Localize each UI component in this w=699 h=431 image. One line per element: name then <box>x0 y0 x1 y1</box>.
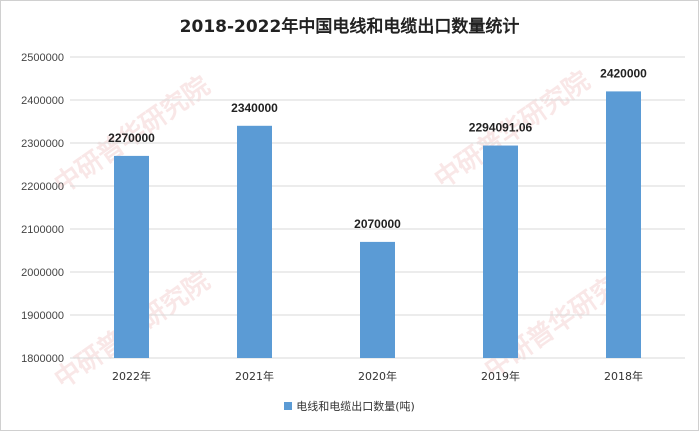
x-category-label: 2019年 <box>481 369 520 383</box>
x-category-label: 2020年 <box>358 369 397 383</box>
x-category-label: 2022年 <box>112 369 151 383</box>
bars <box>114 91 641 359</box>
chart-title: 2018-2022年中国电线和电缆出口数量统计 <box>179 17 520 37</box>
y-axis-ticks: 1800000 1900000 2000000 2100000 2200000 23000… <box>21 52 64 365</box>
bar <box>360 241 395 358</box>
y-tick-label: 2100000 <box>21 224 64 236</box>
data-label: 2340000 <box>231 101 278 115</box>
x-axis-categories: 2022年 2021年 2020年 2019年 2018年 <box>112 369 643 383</box>
data-labels: 2270000 2340000 2070000 2294091.06 2420000 <box>108 66 647 231</box>
legend-swatch <box>284 402 293 410</box>
y-tick-label: 1800000 <box>21 353 64 365</box>
legend: 电线和电缆出口数量(吨) <box>0 398 699 414</box>
y-tick-label: 2300000 <box>21 138 64 150</box>
data-label: 2070000 <box>354 217 401 231</box>
y-tick-label: 2200000 <box>21 181 64 193</box>
x-category-label: 2018年 <box>604 369 643 383</box>
data-label: 2294091.06 <box>469 121 533 135</box>
legend-label: 电线和电缆出口数量(吨) <box>296 400 415 413</box>
bar <box>606 91 641 359</box>
y-tick-label: 2400000 <box>21 95 64 107</box>
data-label: 2420000 <box>600 66 647 80</box>
y-tick-label: 2000000 <box>21 267 64 279</box>
bar <box>483 145 518 358</box>
bar <box>237 125 272 358</box>
x-category-label: 2021年 <box>235 369 274 383</box>
data-label: 2270000 <box>108 131 155 145</box>
y-tick-label: 1900000 <box>21 310 64 322</box>
y-tick-label: 2500000 <box>21 52 64 64</box>
bar <box>114 155 149 358</box>
